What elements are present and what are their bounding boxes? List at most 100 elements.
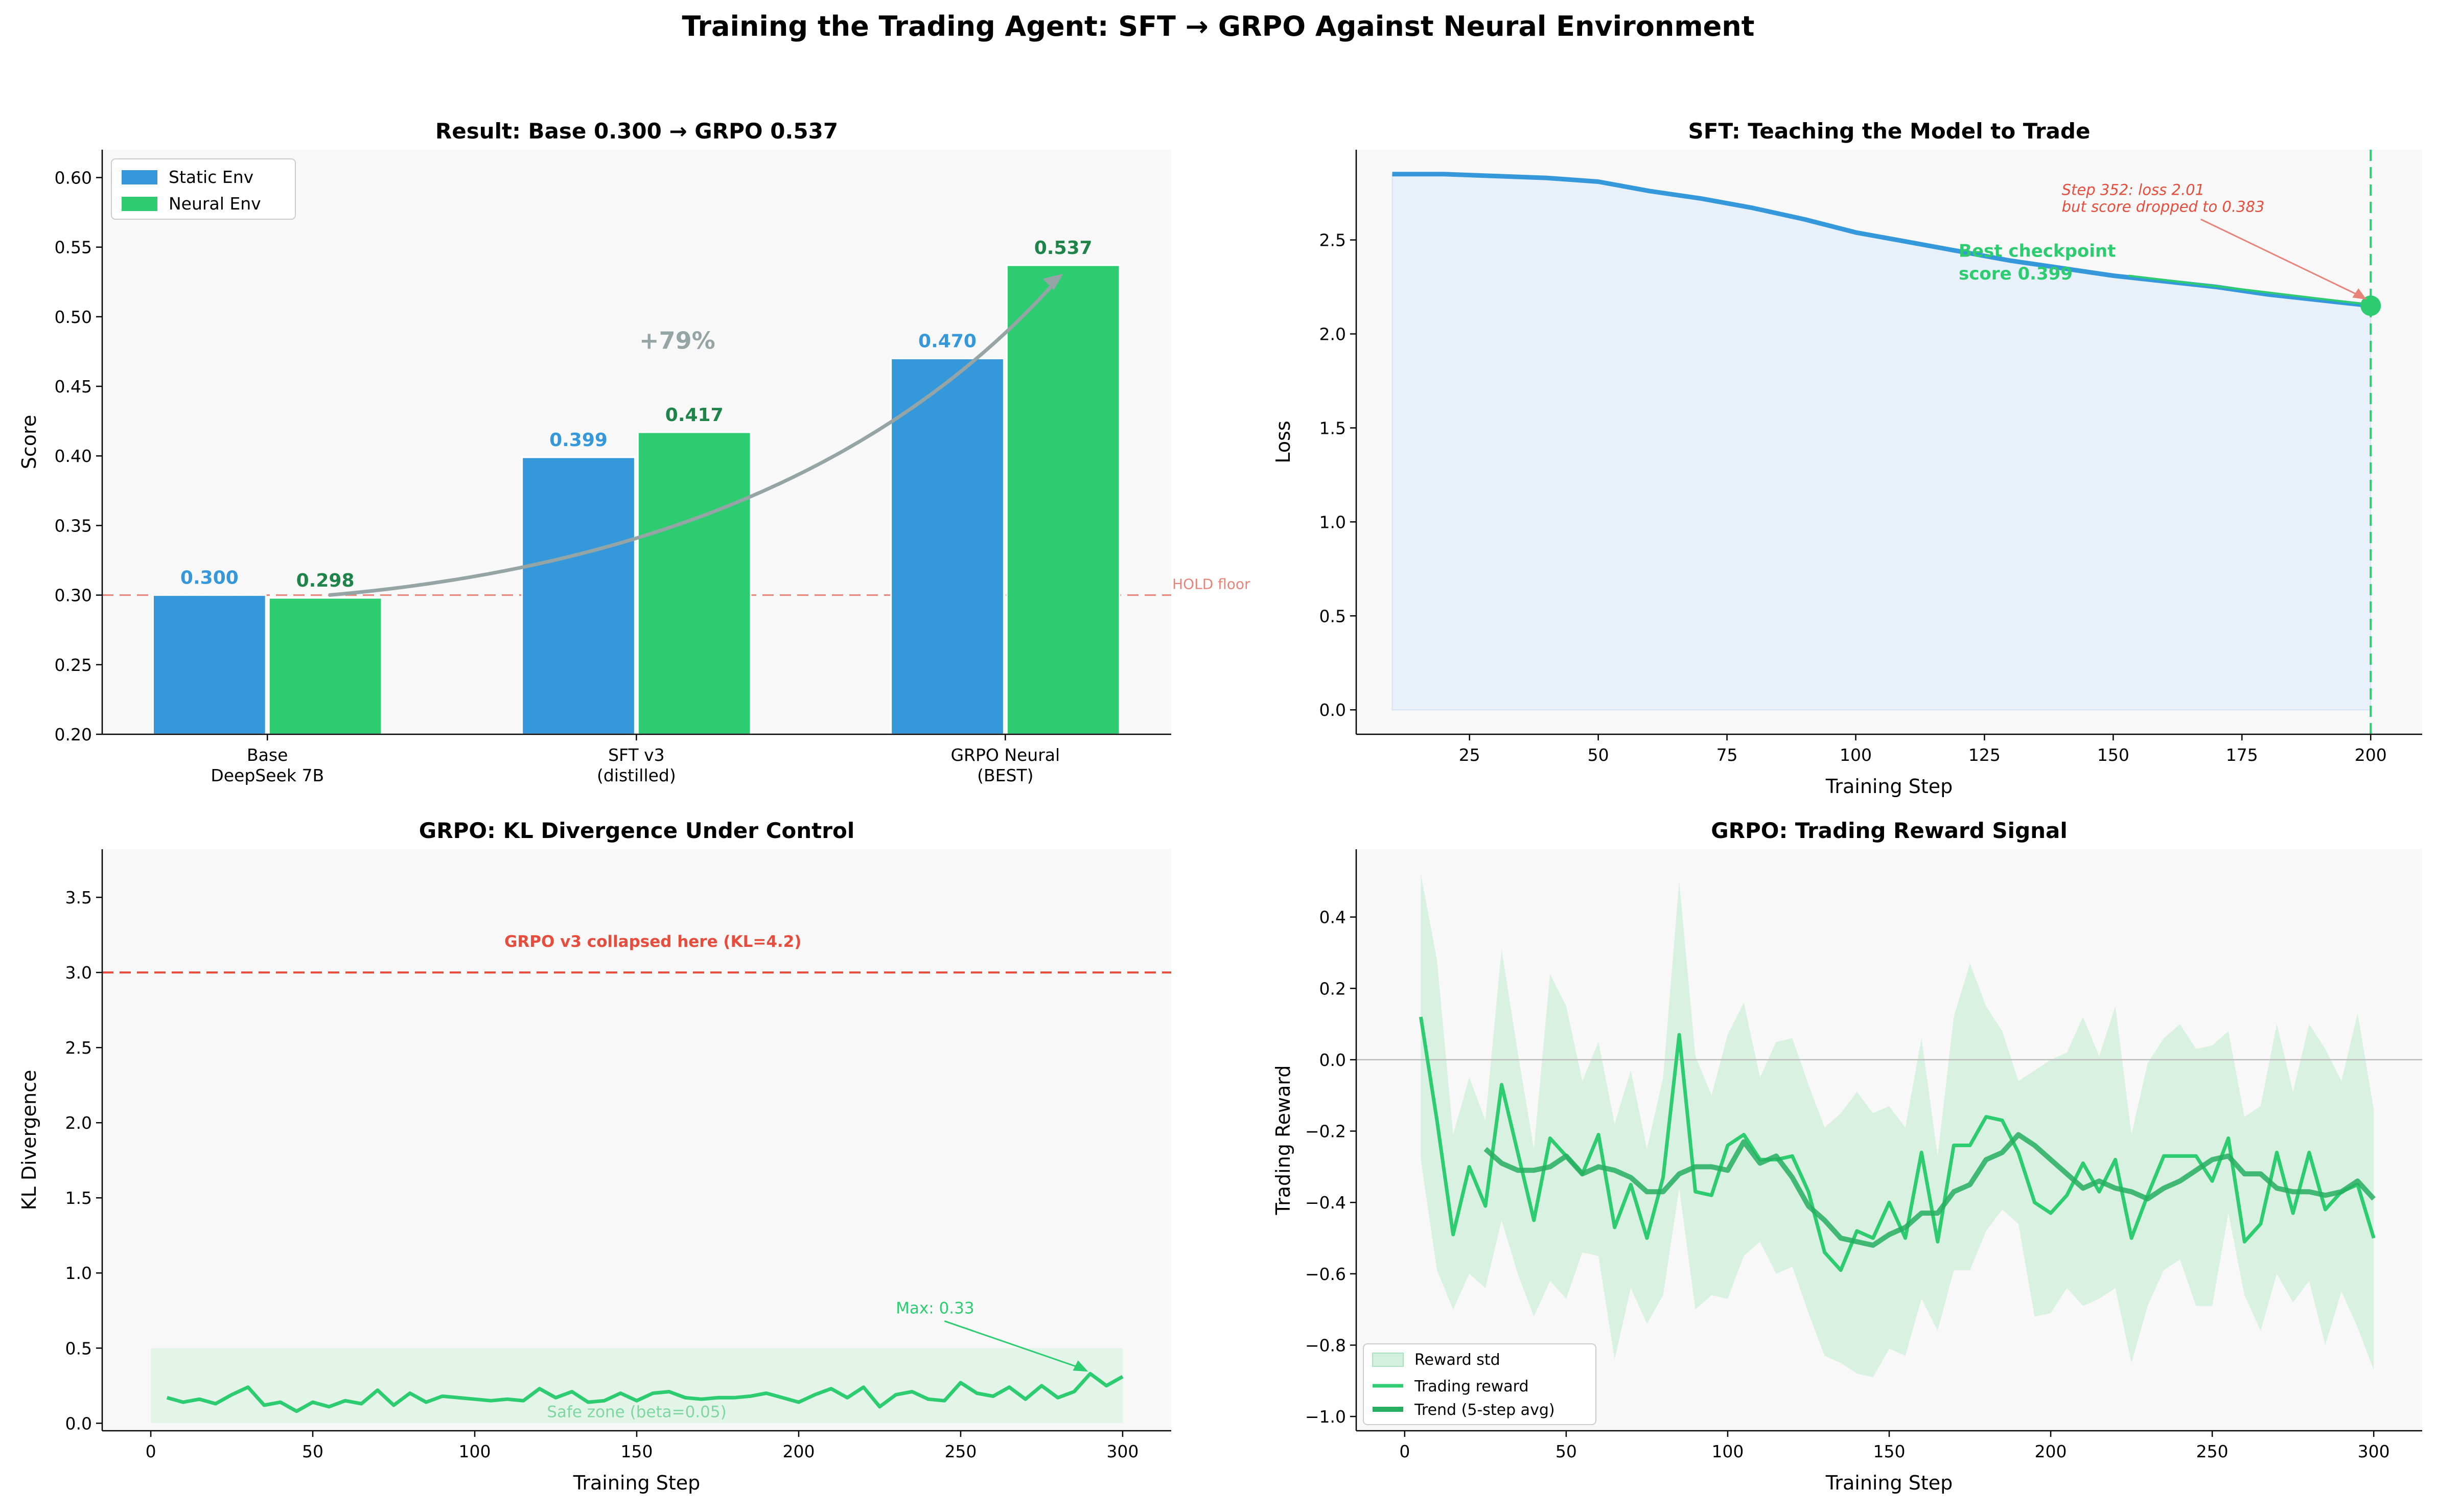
y-tick-label: 1.5: [1319, 418, 1346, 438]
max-kl-arrow: [944, 1320, 1086, 1370]
y-tick-label: 0.45: [55, 377, 92, 397]
max-kl-label: Max: 0.33: [896, 1299, 974, 1318]
y-tick-label: 0.50: [55, 307, 92, 327]
improvement-arrow: [328, 276, 1060, 597]
trading-reward-chart: GRPO: Trading Reward Signal Trading Rewar…: [1272, 818, 2422, 1494]
reward-std-band: [1421, 874, 2374, 1378]
legend-swatch-std: [1372, 1353, 1404, 1367]
y-tick-label: 0.4: [1319, 908, 1346, 927]
y-tick-label: 2.0: [65, 1113, 92, 1133]
x-tick-label: 250: [2196, 1441, 2229, 1461]
y-tick-label: −1.0: [1305, 1407, 1346, 1427]
bar-neural-env: [637, 431, 752, 735]
x-axis-label: Training Step: [573, 1472, 701, 1494]
y-tick-label: 3.5: [65, 888, 92, 908]
y-tick-label: 3.0: [65, 963, 92, 983]
x-tick-label: 175: [2226, 745, 2258, 765]
sft-loss-chart: SFT: Teaching the Model to Trade Loss Trai…: [1272, 119, 2422, 798]
x-tick-label: 50: [1556, 1441, 1577, 1461]
bar-value-label: 0.399: [549, 430, 608, 451]
x-tick-label: 50: [302, 1441, 323, 1461]
y-tick-label: 0.0: [1319, 1050, 1346, 1070]
y-tick-label: 2.0: [1319, 324, 1346, 344]
y-tick-label: −0.8: [1305, 1335, 1346, 1355]
y-tick-label: 0.35: [55, 516, 92, 536]
bar-value-label: 0.537: [1034, 238, 1093, 259]
x-tick-label: 100: [459, 1441, 491, 1461]
safe-zone-label: Safe zone (beta=0.05): [547, 1403, 726, 1422]
y-tick-label: 0.60: [55, 168, 92, 188]
bar-value-label: 0.300: [180, 568, 239, 589]
x-tick-label: 75: [1716, 745, 1738, 765]
max-kl-arrowhead: [1073, 1360, 1088, 1372]
legend-label: Static Env: [169, 167, 253, 187]
x-tick-label: GRPO Neural: [950, 745, 1060, 765]
legend-swatch: [122, 197, 157, 211]
x-tick-label: 0: [1399, 1441, 1410, 1461]
bar-static-env: [521, 456, 636, 735]
legend-label: Trend (5-step avg): [1414, 1401, 1555, 1419]
overfit-note: Step 352: loss 2.01: [2062, 181, 2204, 198]
bar-value-label: 0.298: [296, 570, 355, 591]
y-tick-label: −0.4: [1305, 1193, 1346, 1213]
x-tick-label: 200: [2355, 745, 2387, 765]
x-tick-label: SFT v3: [608, 745, 665, 765]
y-axis-label: Score: [18, 415, 40, 469]
y-tick-label: 1.5: [65, 1188, 92, 1208]
legend-label: Reward std: [1414, 1351, 1500, 1369]
y-tick-label: 0.0: [1319, 700, 1346, 720]
panel-title: Result: Base 0.300 → GRPO 0.537: [435, 119, 838, 144]
x-tick-label: 200: [782, 1441, 815, 1461]
panel-title: GRPO: KL Divergence Under Control: [419, 818, 854, 843]
safe-zone: [151, 1348, 1123, 1424]
y-tick-label: −0.2: [1305, 1122, 1346, 1142]
x-tick-label: 200: [2035, 1441, 2067, 1461]
x-tick-label: 300: [1106, 1441, 1139, 1461]
x-tick-label: 100: [1711, 1441, 1744, 1461]
kl-line: [166, 1371, 1124, 1413]
improvement-label: +79%: [639, 327, 715, 355]
y-tick-label: 0.0: [65, 1413, 92, 1433]
x-tick-label: Base: [247, 745, 288, 765]
best-checkpoint-score: score 0.399: [1959, 264, 2073, 284]
y-tick-label: 0.55: [55, 238, 92, 258]
trend-line: [1483, 1132, 2376, 1248]
x-tick-label: 50: [1588, 745, 1609, 765]
x-tick-label: 25: [1459, 745, 1480, 765]
x-axis-label: Training Step: [1825, 775, 1953, 798]
best-checkpoint-arrow: [2128, 274, 2362, 305]
panel-title: GRPO: Trading Reward Signal: [1711, 818, 2068, 843]
legend-label: Trading reward: [1414, 1378, 1529, 1395]
x-tick-label: (BEST): [977, 765, 1033, 785]
bar-static-env: [152, 594, 267, 735]
y-axis-label: Trading Reward: [1272, 1065, 1294, 1215]
kl-divergence-chart: GRPO: KL Divergence Under Control KL Dive…: [18, 818, 1171, 1494]
bar-neural-env: [268, 597, 383, 735]
y-tick-label: 0.40: [55, 446, 92, 466]
x-tick-label: 150: [621, 1441, 653, 1461]
improvement-arrowhead: [1042, 273, 1063, 290]
result-bar-chart: Result: Base 0.300 → GRPO 0.537 Score HOLD…: [18, 119, 1250, 785]
overfit-note: but score dropped to 0.383: [2062, 198, 2265, 215]
y-axis-label: Loss: [1272, 421, 1294, 463]
best-checkpoint-marker: [2360, 295, 2381, 316]
overfit-note-arrow: [2200, 218, 2366, 299]
bar-neural-env: [1006, 264, 1121, 735]
legend-frame: [1363, 1343, 1596, 1425]
y-tick-label: 1.0: [65, 1263, 92, 1283]
legend: Reward std Trading reward Trend (5-step av…: [1363, 1343, 1596, 1425]
legend-label: Neural Env: [169, 194, 261, 214]
x-tick-label: (distilled): [597, 765, 676, 785]
legend: Static Env Neural Env: [111, 158, 296, 220]
x-tick-label: DeepSeek 7B: [211, 765, 324, 785]
hold-floor-label: HOLD floor: [1172, 576, 1250, 593]
y-tick-label: 1.0: [1319, 512, 1346, 532]
y-tick-label: 0.5: [65, 1338, 92, 1358]
plot-background: [102, 849, 1171, 1431]
x-tick-label: 125: [1968, 745, 2001, 765]
x-tick-label: 100: [1840, 745, 1872, 765]
bar-static-env: [890, 358, 1005, 735]
y-tick-label: 0.5: [1319, 606, 1346, 626]
